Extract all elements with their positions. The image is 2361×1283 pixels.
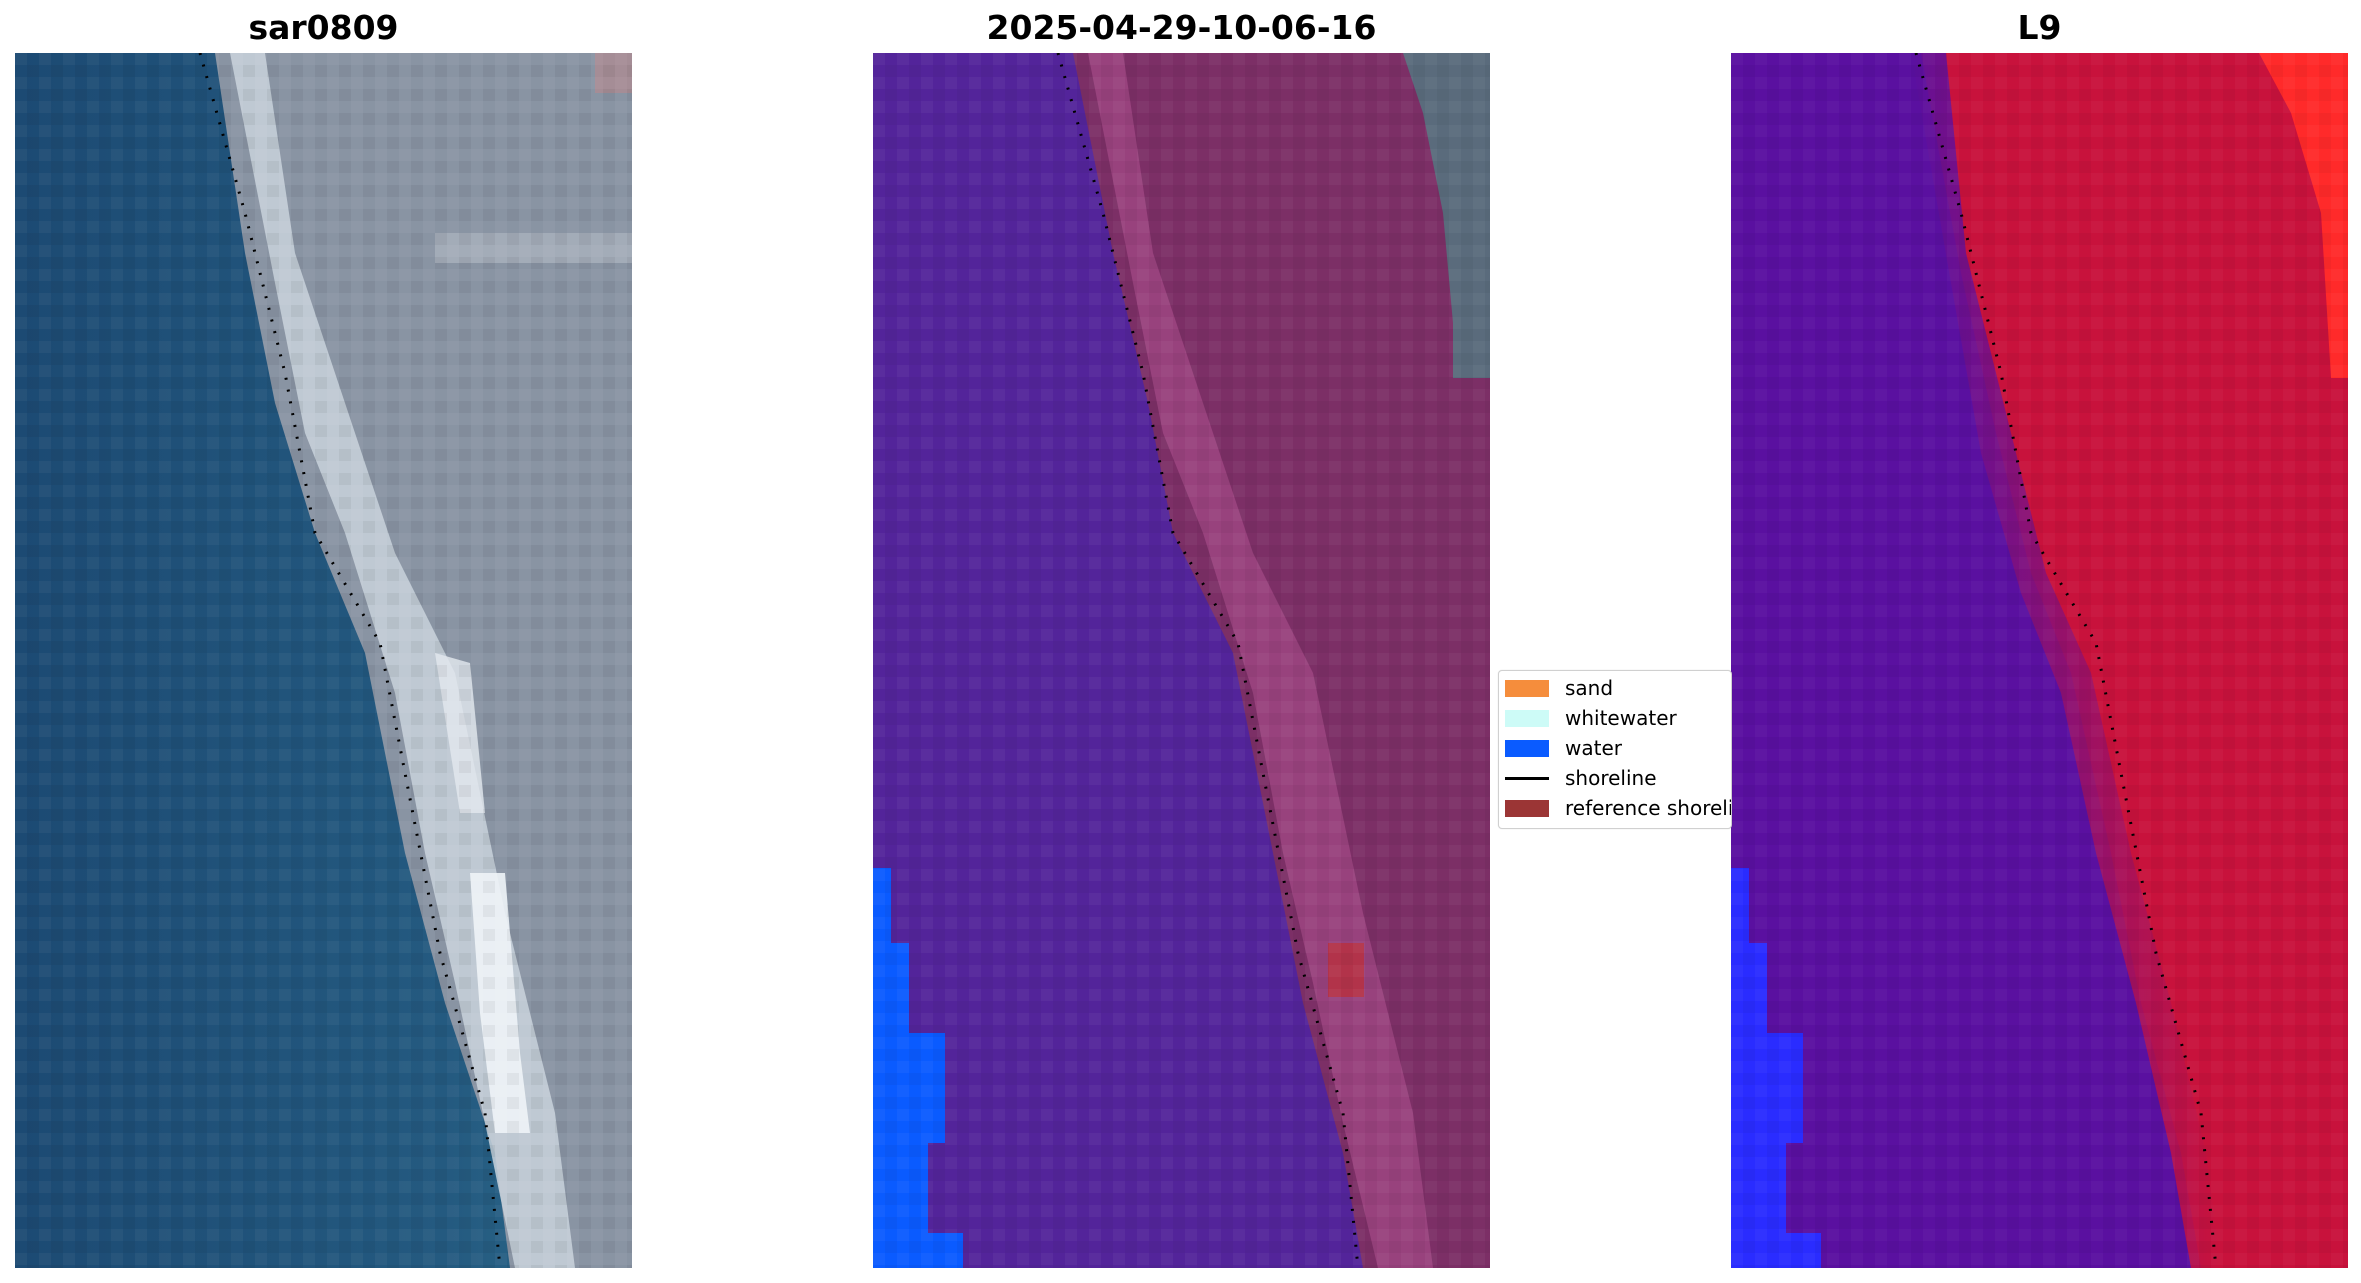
panel-title-classified: 2025-04-29-10-06-16 xyxy=(986,8,1377,47)
legend-label: water xyxy=(1565,736,1622,760)
panel-title-rgb: sar0809 xyxy=(248,8,399,47)
legend-item-shoreline: shoreline xyxy=(1505,765,1657,791)
legend-item-water: water xyxy=(1505,735,1622,761)
whitewater-swatch xyxy=(1505,709,1549,727)
legend: sand whitewater water shoreline referenc… xyxy=(1498,670,1732,829)
legend-label: reference shoreline xyxy=(1565,796,1731,820)
sand-swatch xyxy=(1505,679,1549,697)
legend-item-sand: sand xyxy=(1505,675,1613,701)
index-image-panel xyxy=(1731,53,2348,1268)
legend-label: sand xyxy=(1565,676,1614,700)
water-swatch xyxy=(1505,739,1549,757)
panel-title-index: L9 xyxy=(2017,8,2062,47)
legend-item-reference-shoreline: reference shoreline xyxy=(1505,795,1731,821)
shoreline-line-swatch xyxy=(1505,776,1549,780)
classified-image xyxy=(873,53,1490,1268)
index-image xyxy=(1731,53,2348,1268)
rgb-image-panel xyxy=(15,53,632,1268)
legend-label: shoreline xyxy=(1565,766,1657,790)
rgb-image xyxy=(15,53,632,1268)
reference-shoreline-swatch xyxy=(1505,799,1549,817)
legend-label: whitewater xyxy=(1565,706,1677,730)
classified-image-panel xyxy=(873,53,1490,1268)
legend-item-whitewater: whitewater xyxy=(1505,705,1677,731)
